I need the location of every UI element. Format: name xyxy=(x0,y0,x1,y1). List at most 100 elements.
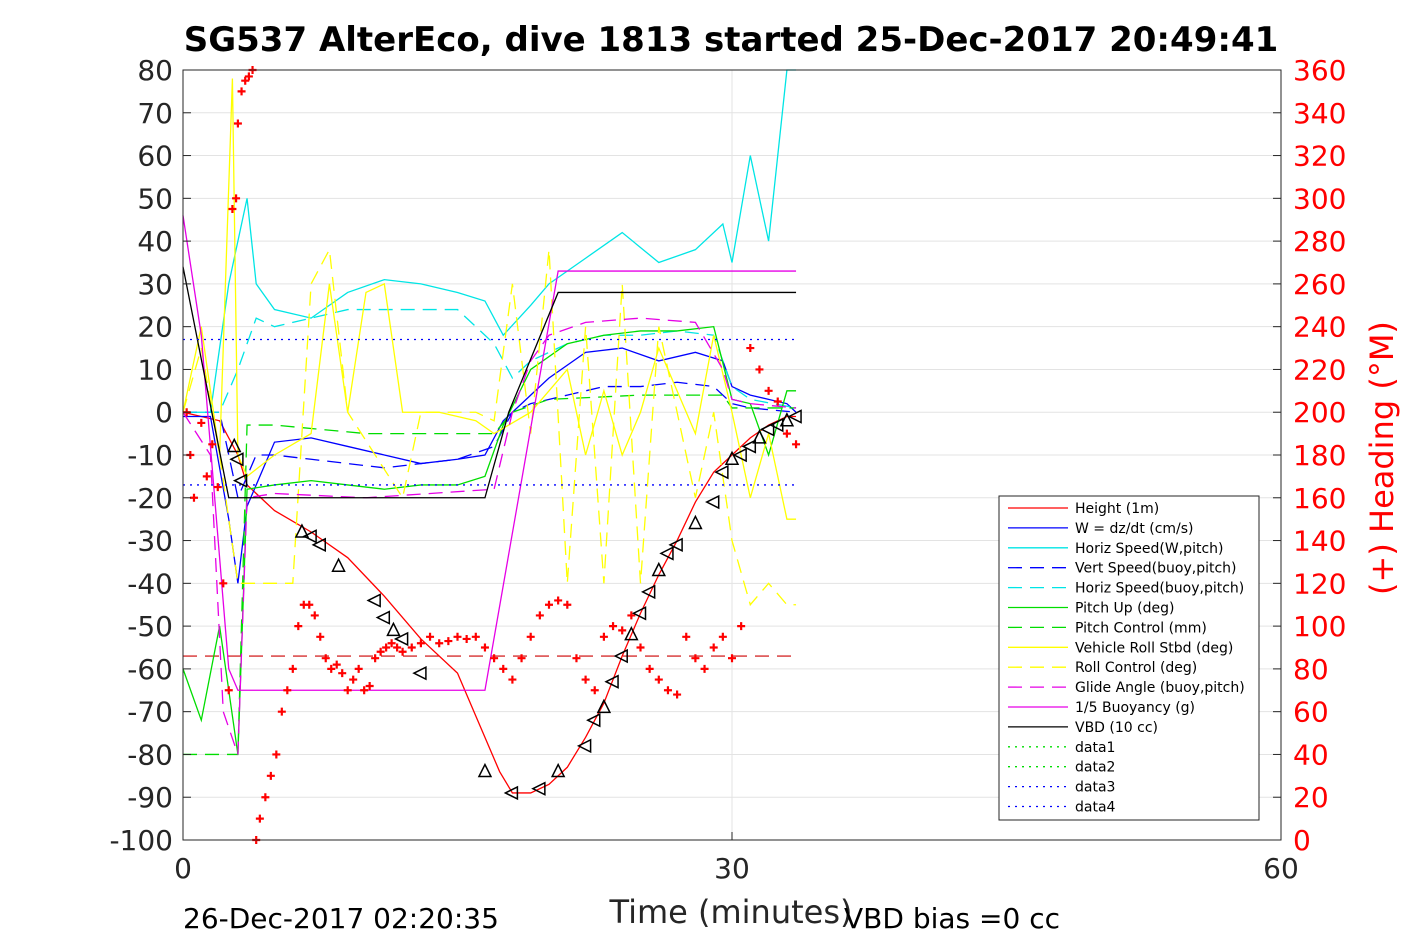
legend-entry: data2 xyxy=(1075,760,1115,776)
triangle-marker xyxy=(714,464,729,480)
heading-marker xyxy=(700,664,709,673)
heading-marker xyxy=(277,707,286,716)
legend-entry: Pitch Up (deg) xyxy=(1075,601,1174,617)
series-layer xyxy=(182,69,797,794)
heading-marker xyxy=(627,611,636,620)
triangle-marker xyxy=(294,523,310,538)
heading-marker xyxy=(349,675,358,684)
heading-marker xyxy=(327,664,336,673)
chart-title: SG537 AlterEco, dive 1813 started 25-Dec… xyxy=(184,20,1279,60)
y-tick-label-right: 220 xyxy=(1293,353,1346,386)
legend-entry: data3 xyxy=(1075,780,1115,796)
y-tick-label-left: 80 xyxy=(137,54,173,87)
legend-entry: Height (1m) xyxy=(1075,501,1159,517)
heading-marker xyxy=(435,639,444,648)
triangle-marker xyxy=(331,557,346,572)
heading-marker xyxy=(288,664,297,673)
heading-marker xyxy=(228,205,237,214)
triangle-marker xyxy=(779,412,795,427)
heading-marker xyxy=(508,675,517,684)
x-axis-label: Time (minutes) xyxy=(609,893,853,931)
heading-marker xyxy=(232,194,241,203)
legend-entry: 1/5 Buoyancy (g) xyxy=(1075,700,1195,716)
legend-entry: Glide Angle (buoy,pitch) xyxy=(1075,680,1245,696)
y-tick-label-right: 0 xyxy=(1293,824,1311,857)
heading-marker xyxy=(241,76,250,85)
legend-entry: Vert Speed(buoy,pitch) xyxy=(1075,561,1237,577)
triangle-marker xyxy=(624,625,639,641)
heading-marker xyxy=(283,686,292,695)
y-tick-label-left: -70 xyxy=(127,696,173,729)
triangle-marker xyxy=(640,584,656,600)
x-tick-label: 60 xyxy=(1263,852,1299,885)
y-tick-label-left: -40 xyxy=(127,567,173,600)
triangle-marker xyxy=(596,698,612,714)
legend-entry: data1 xyxy=(1075,740,1115,756)
legend-entry: Vehicle Roll Stbd (deg) xyxy=(1075,640,1233,656)
triangle-marker xyxy=(705,494,720,510)
triangle-marker xyxy=(311,537,326,553)
footer-timestamp: 26-Dec-2017 02:20:35 xyxy=(183,902,499,935)
heading-marker xyxy=(654,675,663,684)
y-tick-label-left: -50 xyxy=(127,610,173,643)
legend: Height (1m) W = dz/dt (cm/s) Horiz Speed(W… xyxy=(998,495,1260,821)
y-tick-label-right: 200 xyxy=(1293,396,1346,429)
heading-marker xyxy=(393,643,402,652)
series-line-11 xyxy=(182,266,797,499)
y-tick-label-left: 60 xyxy=(137,140,173,173)
heading-marker xyxy=(691,654,700,663)
footer-vbd-bias: VBD bias =0 cc xyxy=(844,902,1060,935)
legend-entry: Pitch Control (mm) xyxy=(1075,620,1207,636)
legend-entry: W = dz/dt (cm/s) xyxy=(1075,521,1194,537)
heading-marker xyxy=(535,611,544,620)
y-tick-label-left: -60 xyxy=(127,653,173,686)
y-tick-label-right: 340 xyxy=(1293,97,1346,130)
y-tick-label-left: -20 xyxy=(127,482,173,515)
y-tick-label-left: 40 xyxy=(137,225,173,258)
series-line-0 xyxy=(182,411,797,794)
triangle-marker xyxy=(412,665,427,681)
legend-entry: Horiz Speed(buoy,pitch) xyxy=(1075,581,1244,597)
heading-marker xyxy=(572,654,581,663)
y-tick-label-left: -80 xyxy=(127,738,173,771)
heading-marker xyxy=(499,664,508,673)
heading-marker xyxy=(545,600,553,609)
heading-marker xyxy=(517,654,526,663)
heading-marker xyxy=(202,472,211,481)
y-tick-label-right: 100 xyxy=(1293,610,1346,643)
heading-marker xyxy=(261,793,270,802)
heading-marker xyxy=(426,632,435,641)
triangle-marker xyxy=(576,738,592,754)
triangle-marker xyxy=(759,422,775,437)
y-tick-label-right: 140 xyxy=(1293,525,1346,558)
y-tick-label-right: 320 xyxy=(1293,140,1346,173)
heading-marker xyxy=(213,483,222,492)
y-tick-label-left: -90 xyxy=(127,781,173,814)
triangle-marker xyxy=(631,606,647,621)
triangle-marker xyxy=(604,674,619,689)
heading-marker xyxy=(737,622,746,631)
heading-marker xyxy=(792,440,801,449)
heading-marker xyxy=(609,622,618,631)
heading-marker xyxy=(718,632,727,641)
y-tick-label-right: 160 xyxy=(1293,482,1346,515)
heading-marker xyxy=(755,365,764,374)
heading-marker xyxy=(416,639,425,648)
heading-marker xyxy=(480,643,489,652)
x-tick-label: 30 xyxy=(714,852,750,885)
triangle-marker xyxy=(668,537,683,553)
heading-marker xyxy=(618,626,627,635)
series-line-8 xyxy=(182,247,797,607)
heading-marker xyxy=(746,344,755,353)
y-tick-label-right: 180 xyxy=(1293,439,1346,472)
heading-marker xyxy=(208,440,217,449)
legend-box xyxy=(998,495,1260,821)
heading-marker xyxy=(376,647,385,656)
heading-marker xyxy=(189,493,198,502)
heading-marker xyxy=(343,686,352,695)
legend-entry: Roll Control (deg) xyxy=(1075,660,1197,676)
heading-marker xyxy=(224,686,233,695)
triangle-marker xyxy=(550,762,566,778)
triangle-marker xyxy=(613,648,628,664)
